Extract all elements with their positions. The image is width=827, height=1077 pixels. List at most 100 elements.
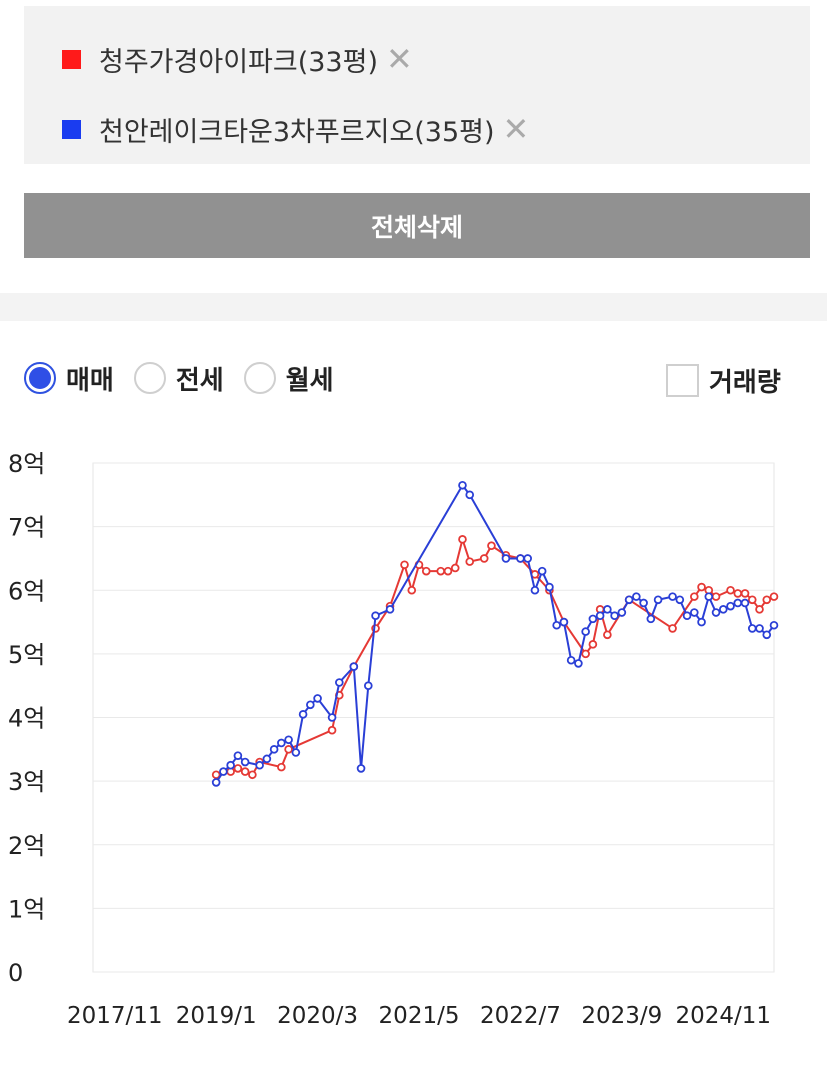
data-point-2: [574, 659, 583, 668]
data-point-2: [516, 554, 525, 563]
data-point-2: [385, 605, 395, 614]
volume-label: 거래량: [709, 368, 781, 398]
data-point-1: [450, 563, 460, 573]
x-tick-label: 2021/5: [379, 1003, 460, 1029]
data-point-2: [769, 620, 779, 630]
data-point-2: [632, 592, 641, 601]
data-point-2: [682, 611, 692, 621]
x-tick-label: 2023/9: [581, 1003, 662, 1029]
data-point-2: [653, 595, 663, 605]
data-point-1: [240, 767, 250, 776]
price-chart: 0 1억 2억 3억 4억 5억 6억 7억 8억 2017/11 2019/1 2020/3 2021…: [8, 450, 779, 1029]
data-point-2: [226, 760, 235, 770]
radio-unchecked-icon: [133, 362, 166, 394]
data-point-2: [646, 614, 656, 624]
compare-item-label-2: 천안레이크타운3차푸르지오(35평): [99, 116, 495, 148]
x-tick-label: 2024/11: [676, 1003, 772, 1029]
data-point-1: [327, 725, 337, 735]
series-line-1: [215, 535, 775, 777]
data-point-2: [588, 614, 598, 624]
data-point-1: [465, 557, 475, 566]
checkbox-icon: [666, 364, 699, 397]
radio-label-sale: 매매: [66, 365, 114, 396]
data-point-2: [762, 630, 772, 640]
data-point-2: [240, 757, 250, 767]
data-point-2: [335, 678, 344, 687]
data-point-2: [697, 617, 706, 627]
data-point-1: [588, 640, 598, 649]
data-point-2: [675, 595, 685, 605]
data-point-2: [726, 601, 735, 611]
data-point-2: [537, 566, 547, 576]
data-point-2: [530, 585, 540, 595]
data-point-1: [284, 745, 293, 754]
data-point-2: [690, 608, 699, 617]
data-point-1: [407, 585, 417, 595]
data-point-2: [733, 598, 743, 608]
data-point-2: [639, 598, 648, 608]
data-point-1: [487, 541, 496, 551]
data-point-2: [559, 617, 569, 627]
y-tick-label: 5억: [8, 641, 45, 669]
y-tick-label: 0: [8, 959, 23, 987]
data-point-2: [219, 767, 228, 776]
data-point-2: [356, 764, 366, 773]
data-point-2: [255, 760, 264, 770]
data-point-2: [718, 605, 728, 614]
data-point-1: [603, 630, 612, 640]
data-point-1: [581, 649, 590, 659]
data-point-1: [733, 589, 743, 598]
data-point-2: [566, 655, 576, 665]
data-point-1: [711, 592, 721, 601]
x-tick-label: 2019/1: [176, 1003, 257, 1029]
data-point-2: [595, 611, 605, 621]
radio-jeonse[interactable]: 전세: [133, 360, 224, 397]
data-point-1: [443, 566, 453, 576]
data-point-1: [755, 605, 764, 614]
data-point-2: [262, 754, 272, 764]
data-point-1: [740, 589, 750, 598]
y-tick-label: 3억: [8, 768, 45, 796]
data-point-1: [747, 595, 757, 605]
x-tick-label: 2017/11: [67, 1003, 163, 1029]
volume-checkbox[interactable]: 거래량: [666, 362, 781, 399]
data-point-1: [458, 535, 467, 544]
data-point-2: [306, 700, 315, 710]
data-point-2: [740, 598, 750, 608]
delete-all-button[interactable]: 전체삭제: [24, 193, 810, 258]
data-point-2: [371, 611, 380, 621]
data-point-2: [581, 627, 590, 636]
data-point-2: [327, 713, 337, 722]
compare-item-1: 청주가경아이파크(33평) ✕: [62, 39, 413, 79]
y-tick-label: 7억: [8, 514, 45, 542]
section-divider: [0, 293, 827, 321]
data-point-2: [291, 748, 301, 757]
data-point-1: [277, 762, 286, 772]
data-point-1: [436, 566, 446, 576]
trade-type-radio-group: 매매 전세 월세: [24, 358, 354, 398]
data-point-2: [284, 735, 293, 745]
radio-unchecked-icon: [243, 362, 276, 394]
data-point-1: [697, 582, 706, 592]
data-point-2: [704, 592, 714, 601]
series-color-swatch-2: [62, 119, 81, 139]
radio-sale[interactable]: 매매: [24, 360, 114, 397]
radio-checked-icon: [24, 362, 56, 394]
remove-close-icon-1[interactable]: ✕: [385, 40, 413, 78]
data-point-2: [269, 745, 279, 754]
data-point-2: [277, 738, 286, 748]
radio-monthly-rent[interactable]: 월세: [243, 360, 334, 397]
series-line-2: [215, 483, 775, 783]
data-point-1: [668, 624, 677, 633]
remove-close-icon-2[interactable]: ✕: [502, 110, 530, 148]
radio-label-monthly-rent: 월세: [285, 365, 334, 396]
data-point-1: [769, 592, 779, 601]
data-point-2: [668, 592, 677, 601]
compare-item-label-1: 청주가경아이파크(33평): [99, 46, 378, 78]
data-point-2: [233, 751, 243, 760]
data-point-1: [726, 585, 735, 595]
data-point-2: [747, 624, 757, 633]
data-point-2: [617, 608, 627, 617]
radio-label-jeonse: 전세: [175, 365, 224, 396]
data-point-2: [349, 662, 359, 671]
